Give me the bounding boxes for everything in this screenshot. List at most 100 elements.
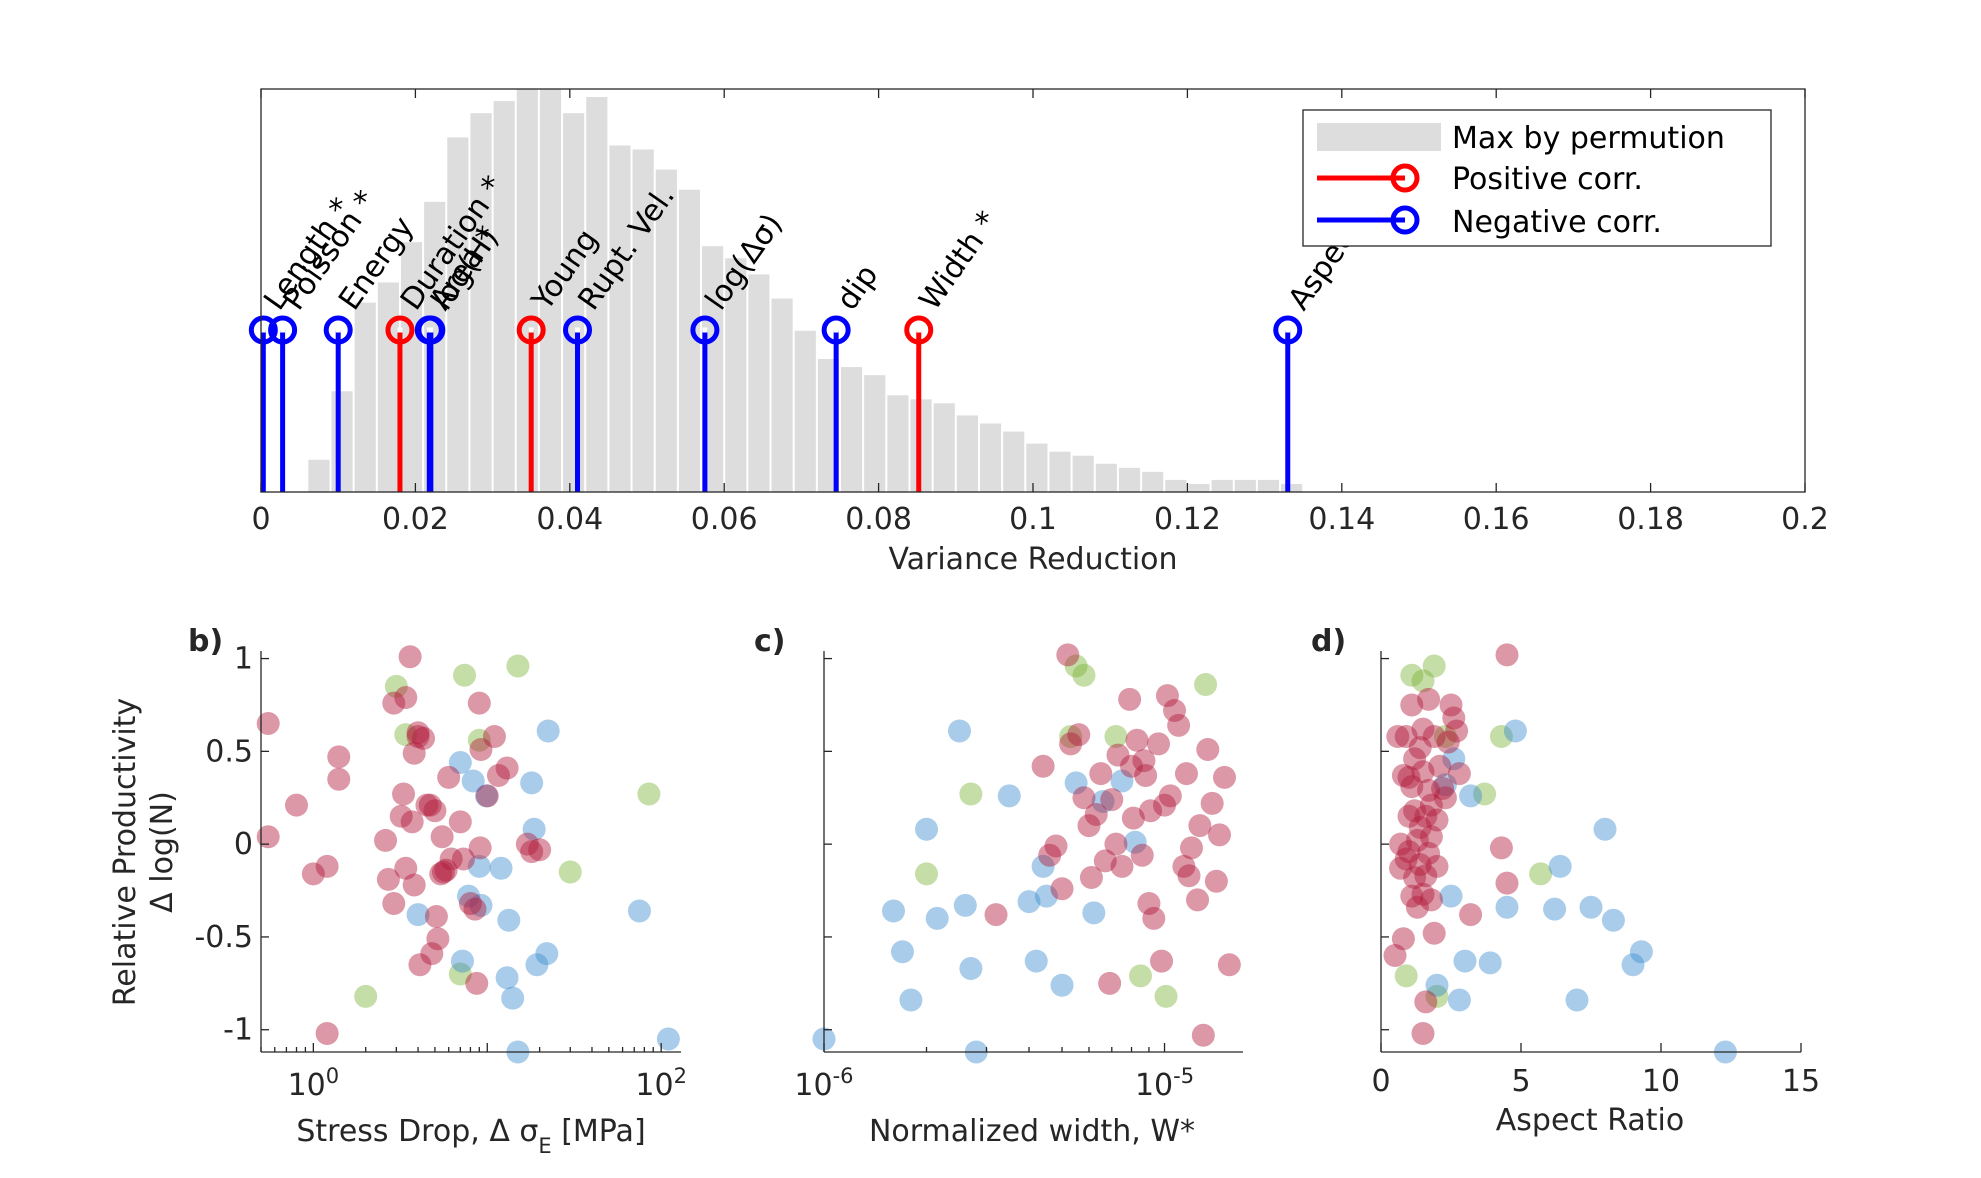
point-red	[1212, 765, 1236, 789]
x-tick-label-base: 10	[288, 1068, 326, 1103]
point-red	[439, 847, 463, 871]
histogram-bar	[678, 189, 701, 492]
point-red	[1414, 804, 1438, 828]
histogram-bar	[841, 367, 863, 492]
stem-marker-center	[397, 327, 403, 333]
point-blue	[1629, 940, 1653, 964]
point-red	[1411, 882, 1435, 906]
panel-b-x-label-unit: [MPa]	[552, 1114, 646, 1149]
point-green	[1411, 669, 1435, 693]
point-green	[558, 860, 582, 884]
point-red	[486, 763, 510, 787]
point-red	[1459, 903, 1483, 927]
histogram-bar	[1049, 451, 1071, 492]
point-red	[327, 767, 351, 791]
x-tick-label: 10	[1642, 1064, 1680, 1099]
point-red	[389, 804, 413, 828]
point-green	[354, 984, 378, 1008]
point-blue	[1459, 784, 1483, 808]
y-tick-label: 1	[234, 642, 253, 677]
point-red	[315, 854, 339, 878]
point-blue	[406, 903, 430, 927]
x-tick-label: 0.16	[1463, 502, 1530, 537]
point-red	[1414, 990, 1438, 1014]
point-red	[1414, 864, 1438, 888]
point-red	[408, 953, 432, 977]
point-blue	[448, 750, 472, 774]
panel-b-x-label-main: Stress Drop, Δ σ	[296, 1114, 538, 1149]
histogram-bar	[956, 415, 978, 492]
point-green	[467, 728, 491, 752]
legend-negative-marker	[1390, 205, 1420, 235]
point-red	[1146, 732, 1170, 756]
point-red	[1204, 869, 1228, 893]
stem-marker	[516, 315, 546, 345]
point-blue	[1031, 854, 1055, 878]
histogram-bar	[1234, 479, 1256, 492]
histogram-bar	[447, 137, 469, 493]
point-red	[1408, 736, 1432, 760]
histogram-bar	[933, 403, 955, 492]
point-red	[394, 686, 418, 710]
x-tick-label-exp: -5	[1173, 1064, 1194, 1088]
x-tick-label: 0.06	[691, 502, 758, 537]
stem-marker-center	[1285, 327, 1291, 333]
histogram-bar	[400, 242, 423, 492]
histogram-bar	[1188, 483, 1210, 492]
histogram-bar	[1003, 431, 1025, 492]
point-red	[1400, 693, 1424, 717]
legend-positive-marker	[1390, 163, 1420, 193]
point-blue	[959, 956, 983, 980]
point-red	[1419, 793, 1443, 817]
legend: Max by permution Positive corr. Negative…	[1302, 109, 1772, 247]
panel-c-x-label: Normalized width, W*	[869, 1114, 1195, 1149]
point-red	[1139, 799, 1163, 823]
point-red	[1400, 884, 1424, 908]
panel-b-points	[256, 645, 680, 1064]
point-red	[1120, 754, 1144, 778]
point-red	[1422, 725, 1446, 749]
point-red	[431, 860, 455, 884]
point-blue	[450, 949, 474, 973]
point-red	[424, 905, 448, 929]
point-blue	[948, 719, 972, 743]
point-red	[1186, 888, 1210, 912]
histogram-bar	[1095, 463, 1117, 492]
x-tick-label: 10-6	[794, 1064, 853, 1103]
point-red	[1433, 786, 1457, 810]
histogram-bar	[470, 113, 492, 493]
point-red	[1408, 815, 1432, 839]
histogram-bar	[632, 149, 654, 492]
point-red	[468, 836, 492, 860]
x-tick-label: 0.04	[536, 502, 603, 537]
point-red	[301, 862, 325, 886]
stem-marker	[385, 315, 415, 345]
point-red	[458, 892, 482, 916]
point-red	[482, 725, 506, 749]
point-green	[448, 962, 472, 986]
x-tick-label: 0.12	[1154, 502, 1221, 537]
point-red	[448, 810, 472, 834]
point-green	[1400, 663, 1424, 687]
point-red	[1179, 836, 1203, 860]
point-red	[515, 832, 539, 856]
point-green	[959, 782, 983, 806]
point-blue	[627, 899, 651, 923]
point-red	[984, 903, 1008, 927]
point-red	[1191, 1023, 1215, 1047]
point-blue	[1123, 830, 1147, 854]
stem-marker-center	[916, 327, 922, 333]
panel-c-normalized-width: 10-6 10-5 c) Normalized width, W*	[754, 624, 1243, 1149]
point-red	[1059, 732, 1083, 756]
histogram-bar	[864, 375, 886, 492]
point-red	[528, 838, 552, 862]
point-red	[256, 825, 280, 849]
point-red	[1405, 895, 1429, 919]
point-red	[1447, 762, 1471, 786]
histogram-bar	[1281, 483, 1303, 492]
point-red	[382, 691, 406, 715]
stem-marker-center	[428, 327, 434, 333]
legend-label-positive: Positive corr.	[1452, 162, 1643, 197]
